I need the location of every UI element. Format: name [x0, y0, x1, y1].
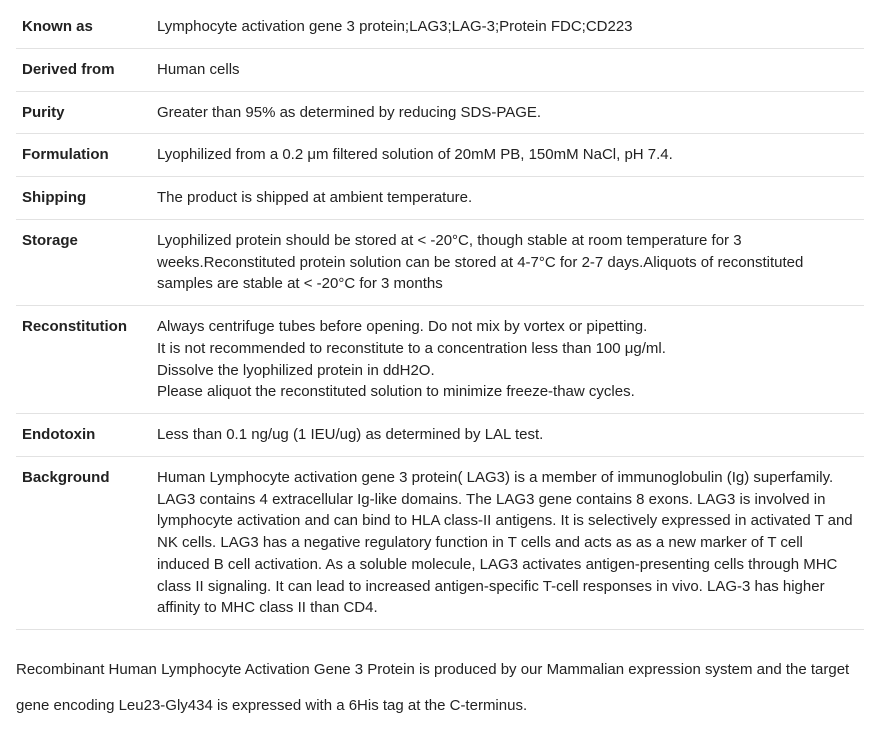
row-value: Lymphocyte activation gene 3 protein;LAG…	[151, 6, 864, 48]
table-row: Endotoxin Less than 0.1 ng/ug (1 IEU/ug)…	[16, 414, 864, 457]
table-row: Derived from Human cells	[16, 48, 864, 91]
spec-table: Known as Lymphocyte activation gene 3 pr…	[16, 6, 864, 630]
row-value: Lyophilized from a 0.2 μm filtered solut…	[151, 134, 864, 177]
table-row: Purity Greater than 95% as determined by…	[16, 91, 864, 134]
row-label: Background	[16, 456, 151, 629]
row-label: Formulation	[16, 134, 151, 177]
table-row: Formulation Lyophilized from a 0.2 μm fi…	[16, 134, 864, 177]
table-row: Shipping The product is shipped at ambie…	[16, 177, 864, 220]
row-label: Endotoxin	[16, 414, 151, 457]
table-row: Known as Lymphocyte activation gene 3 pr…	[16, 6, 864, 48]
row-label: Known as	[16, 6, 151, 48]
row-label: Derived from	[16, 48, 151, 91]
table-row: Background Human Lymphocyte activation g…	[16, 456, 864, 629]
table-row: Storage Lyophilized protein should be st…	[16, 219, 864, 305]
row-label: Purity	[16, 91, 151, 134]
row-value: Human Lymphocyte activation gene 3 prote…	[151, 456, 864, 629]
row-label: Shipping	[16, 177, 151, 220]
row-value: Always centrifuge tubes before opening. …	[151, 306, 864, 414]
row-value: Greater than 95% as determined by reduci…	[151, 91, 864, 134]
row-label: Reconstitution	[16, 306, 151, 414]
row-value: Lyophilized protein should be stored at …	[151, 219, 864, 305]
row-label: Storage	[16, 219, 151, 305]
page-container: Known as Lymphocyte activation gene 3 pr…	[0, 0, 880, 744]
row-value: Less than 0.1 ng/ug (1 IEU/ug) as determ…	[151, 414, 864, 457]
row-value: The product is shipped at ambient temper…	[151, 177, 864, 220]
table-row: Reconstitution Always centrifuge tubes b…	[16, 306, 864, 414]
footnote-text: Recombinant Human Lymphocyte Activation …	[16, 652, 864, 724]
row-value: Human cells	[151, 48, 864, 91]
